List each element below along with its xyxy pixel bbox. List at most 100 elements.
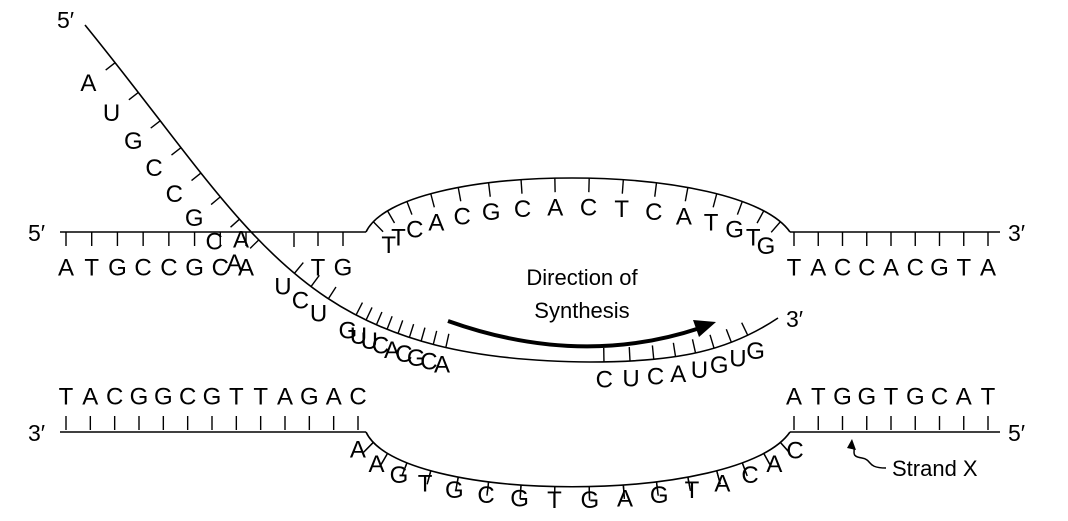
bubble-top-tick	[771, 222, 780, 233]
rna-bottom-base: U	[274, 274, 291, 301]
bubble-bottom-base: G	[650, 482, 669, 509]
bubble-top-base: A	[547, 195, 563, 222]
bubble-top-base: T	[391, 224, 406, 251]
bottom-right-base: T	[884, 384, 899, 411]
strand-x-pointer-head	[847, 439, 856, 450]
top-right-base: C	[907, 255, 924, 282]
direction-arrow	[448, 320, 716, 346]
bottom-right-base: T	[981, 384, 996, 411]
strand-x-label: Strand X	[892, 456, 978, 481]
rna-bottom-tick	[356, 303, 362, 315]
bubble-top-tick	[737, 202, 742, 215]
bottom-left-base: T	[59, 384, 74, 411]
rna-bottom-tick	[421, 328, 425, 341]
bottom-left-base: A	[277, 384, 293, 411]
bottom-left-base: G	[203, 384, 222, 411]
bubble-bottom-base: A	[617, 485, 633, 512]
rna-tail-base: U	[103, 100, 120, 127]
rna-tail-tick	[192, 173, 201, 180]
bottom-left-base: G	[154, 384, 173, 411]
bubble-top-base: A	[676, 204, 692, 231]
bottom-left-base: C	[179, 384, 196, 411]
top-right-base: G	[930, 255, 949, 282]
rna-bottom-base: U	[622, 366, 639, 393]
rna-tail-base: G	[185, 205, 204, 232]
rna-bottom-tick	[446, 334, 449, 348]
top-strand-3-prime-label: 3′	[1008, 220, 1025, 246]
bubble-top-base: G	[757, 233, 776, 260]
top-left-base: A	[58, 255, 74, 282]
rna-5-prime-label: 5′	[57, 7, 74, 33]
bubble-top-base: C	[580, 195, 597, 222]
rna-bottom-tick	[629, 347, 630, 361]
bubble-bottom-base: A	[368, 451, 384, 478]
rna-bottom-base: A	[434, 352, 450, 379]
bubble-top-tick	[713, 194, 717, 208]
rna-bottom-tick	[328, 287, 336, 299]
rna-tail-tick	[151, 121, 161, 128]
bubble-bottom-base: G	[510, 485, 529, 512]
bubble-top-tick	[489, 183, 491, 197]
bubble-bottom-base: T	[685, 477, 700, 504]
rna-bottom-base: G	[746, 338, 765, 365]
rna-tail-base: A	[226, 250, 242, 277]
top-left-base: T	[311, 255, 326, 282]
rna-tail-tick	[211, 197, 220, 205]
top-right-base: A	[810, 255, 826, 282]
rna-bottom-base: C	[292, 288, 309, 315]
bubble-top-base: C	[454, 204, 471, 231]
bottom-right-base: A	[956, 384, 972, 411]
top-strand-5-prime-label: 5′	[28, 220, 45, 246]
rna-bottom-base: A	[670, 361, 686, 388]
top-right-base: T	[787, 255, 802, 282]
bubble-top-base: G	[725, 217, 744, 244]
rna-tail-tick	[129, 92, 138, 99]
bubble-bottom-base: G	[445, 477, 464, 504]
rna-bottom-base: U	[310, 300, 327, 327]
top-right-base: A	[883, 255, 899, 282]
bottom-right-base: T	[811, 384, 826, 411]
rna-bottom-tick	[710, 335, 714, 348]
rna-bottom-tick	[409, 324, 413, 337]
direction-label-line2: Synthesis	[534, 298, 629, 323]
top-left-base: G	[108, 255, 127, 282]
bubble-bottom-base: G	[390, 462, 409, 489]
bubble-bottom-base: C	[786, 437, 803, 464]
bubble-top-tick	[373, 222, 383, 232]
top-left-base: C	[134, 255, 151, 282]
rna-tail-base: C	[145, 155, 162, 182]
rna-bottom-base: C	[596, 366, 613, 393]
bubble-top-base: T	[614, 196, 629, 223]
bottom-left-base: A	[82, 384, 98, 411]
bottom-left-base: G	[300, 384, 319, 411]
bottom-strand-3-prime-label: 3′	[28, 420, 45, 446]
bottom-left-base: C	[349, 384, 366, 411]
bottom-right-base: G	[906, 384, 925, 411]
bubble-bottom-tick-outer	[365, 442, 373, 451]
rna-bottom-base: U	[691, 357, 708, 384]
bottom-strand-5-prime-label: 5′	[1008, 420, 1025, 446]
bubble-top-tick	[521, 180, 522, 194]
bottom-right-base: C	[931, 384, 948, 411]
rna-tail-tick	[250, 240, 259, 248]
bottom-left-base: G	[130, 384, 149, 411]
bottom-left-base: C	[106, 384, 123, 411]
bubble-top-tick	[407, 202, 412, 215]
rna-tail-base: C	[166, 181, 183, 208]
bubble-bottom-base: C	[741, 462, 758, 489]
bottom-strand-x	[60, 432, 1000, 487]
bubble-bottom-base: T	[418, 471, 433, 498]
bubble-top-tick	[431, 194, 435, 208]
bubble-top-tick	[685, 188, 688, 202]
bottom-left-base: T	[253, 384, 268, 411]
bottom-right-base: A	[786, 384, 802, 411]
rna-bottom-tick	[692, 339, 695, 353]
top-right-base: A	[980, 255, 996, 282]
bottom-left-base: T	[229, 384, 244, 411]
bubble-top-base: C	[514, 196, 531, 223]
top-left-base: G	[334, 255, 353, 282]
direction-label-line1: Direction of	[526, 265, 638, 290]
